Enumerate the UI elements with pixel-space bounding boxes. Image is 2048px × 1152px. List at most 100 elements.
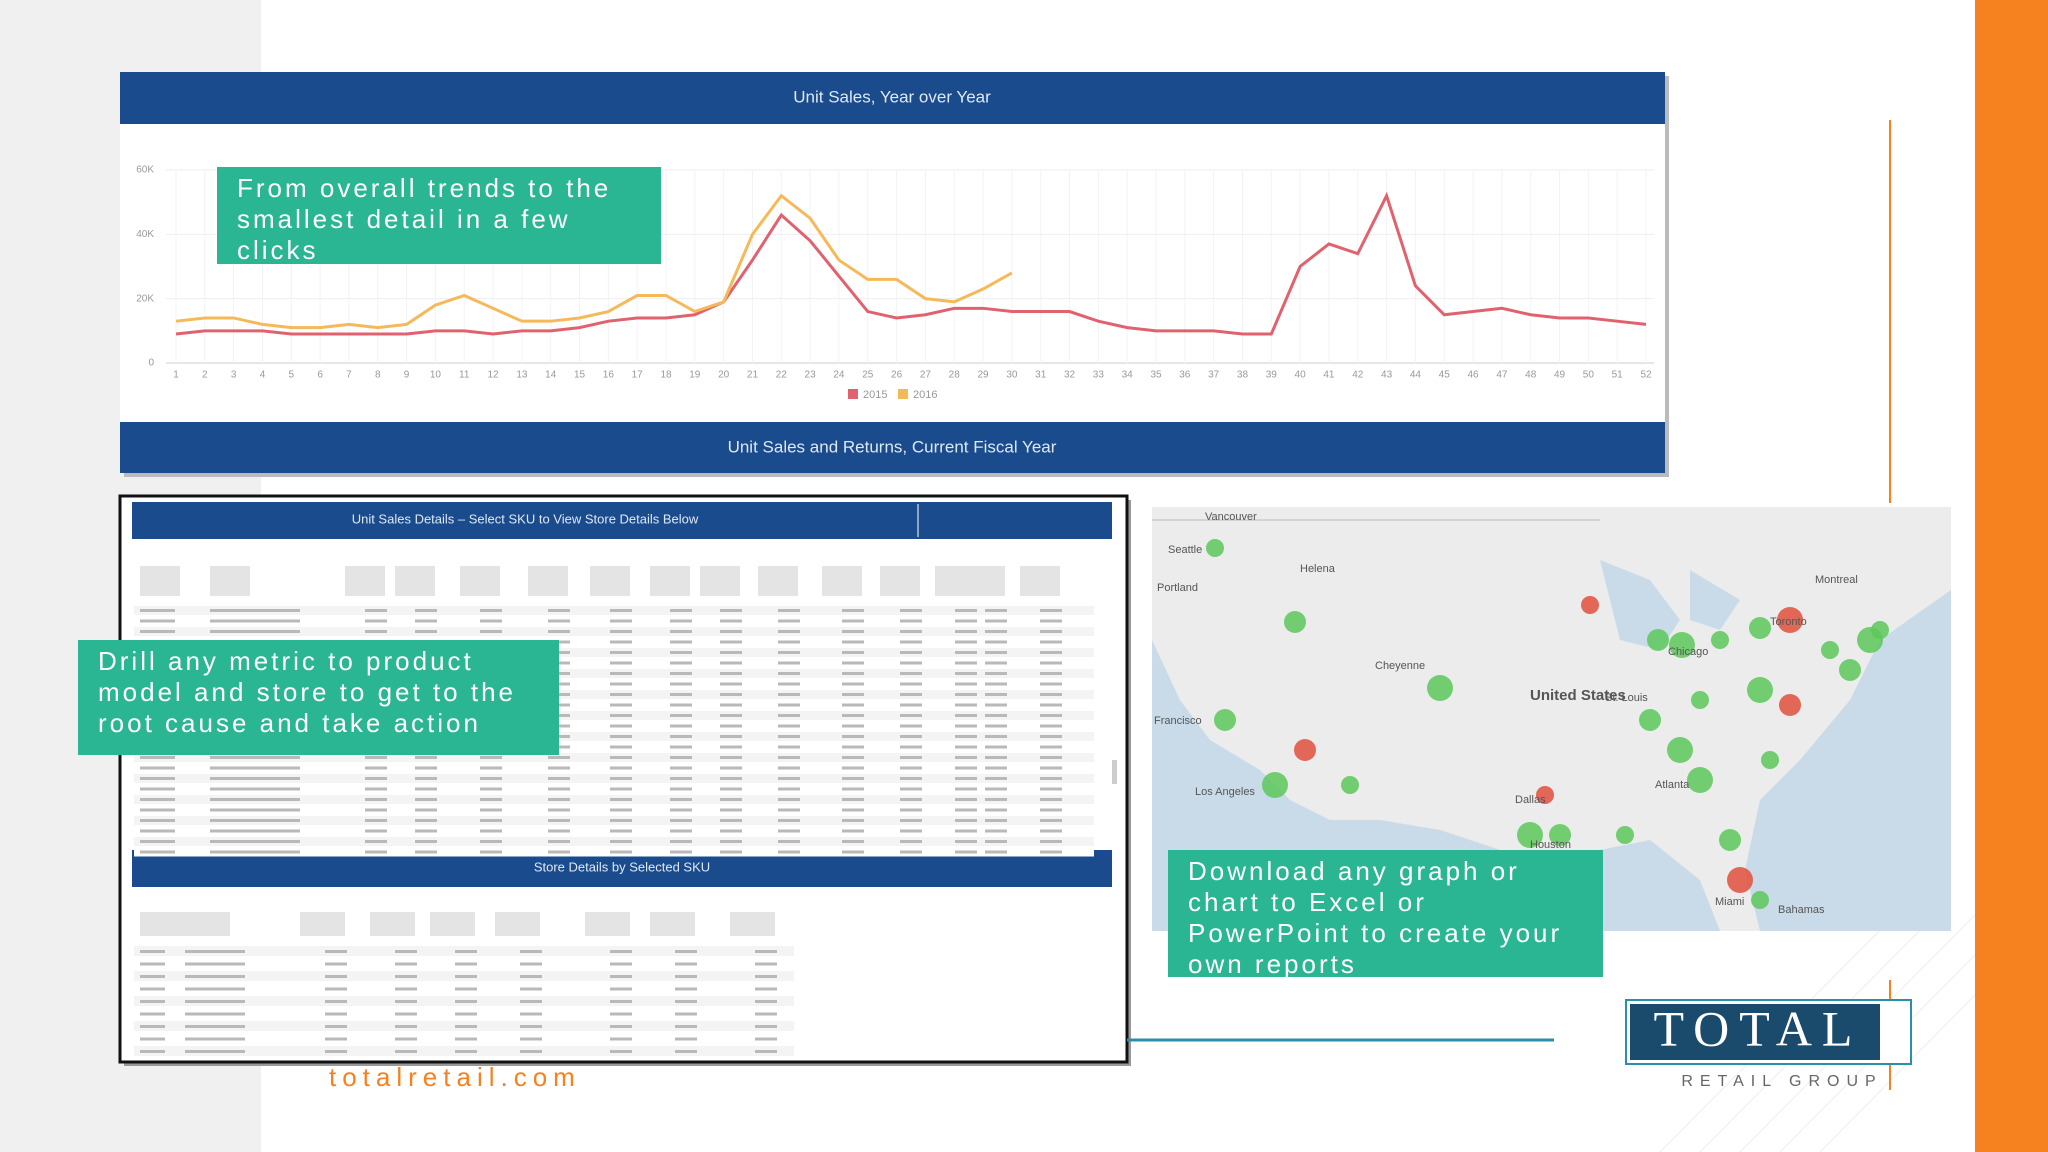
x-tick-label: 49 (1554, 370, 1566, 381)
table-cell (140, 850, 175, 854)
table-cell (1040, 735, 1062, 738)
x-tick-label: 16 (603, 370, 615, 381)
table-cell (140, 987, 165, 991)
table-cell (455, 1012, 477, 1016)
table-cell (985, 735, 1007, 738)
table-header-cell (1020, 566, 1060, 596)
table-cell (842, 672, 864, 675)
store-dot (1691, 691, 1709, 709)
table-cell (670, 651, 692, 654)
table-cell (720, 693, 742, 696)
table-header-cell (585, 912, 630, 936)
table-cell (670, 808, 692, 812)
table-cell (548, 651, 570, 654)
table-cell (415, 766, 437, 770)
x-tick-label: 35 (1150, 370, 1162, 381)
table-cell (325, 950, 347, 953)
table-cell (415, 808, 437, 812)
store-dot (1751, 891, 1769, 909)
table-cell (842, 840, 864, 843)
table-cell (140, 829, 175, 833)
store-dot (1639, 709, 1661, 731)
table-cell (210, 787, 300, 791)
x-tick-label: 13 (516, 370, 528, 381)
table-cell (720, 640, 742, 644)
table-cell (325, 987, 347, 991)
table-cell (985, 808, 1007, 812)
table-cell (900, 777, 922, 780)
table-cell (985, 609, 1007, 612)
table-cell (675, 987, 697, 991)
table-cell (955, 640, 977, 644)
table-header-cell (730, 912, 775, 936)
x-tick-label: 1 (173, 370, 179, 381)
table-cell (610, 798, 632, 801)
table-cell (985, 756, 1007, 759)
table-cell (1040, 640, 1062, 644)
table-cell (675, 1000, 697, 1003)
x-tick-label: 30 (1006, 370, 1018, 381)
table-cell (670, 850, 692, 854)
table-cell (185, 1037, 245, 1041)
table-cell (610, 651, 632, 654)
table-cell (670, 777, 692, 780)
table-cell (1040, 745, 1062, 749)
table-cell (185, 950, 245, 953)
x-tick-label: 26 (891, 370, 903, 381)
table-cell (395, 987, 417, 991)
store-dot (1749, 617, 1771, 639)
table-cell (480, 766, 502, 770)
table-cell (610, 1012, 632, 1016)
table-cell (185, 1025, 245, 1028)
table-cell (955, 829, 977, 833)
table-cell (610, 819, 632, 822)
table-cell (778, 672, 800, 675)
table-cell (675, 1025, 697, 1028)
table-cell (755, 962, 777, 966)
table-header-cell (210, 566, 250, 596)
table-cell (778, 745, 800, 749)
table-cell (1040, 819, 1062, 822)
table-cell (1040, 703, 1062, 707)
table-cell (720, 798, 742, 801)
table-cell (610, 724, 632, 728)
x-tick-label: 45 (1439, 370, 1451, 381)
map-label: Francisco (1154, 715, 1202, 727)
table-cell (842, 703, 864, 707)
table-header-cell (395, 566, 435, 596)
table-cell (778, 766, 800, 770)
table-cell (842, 630, 864, 633)
x-tick-label: 47 (1496, 370, 1508, 381)
table-cell (185, 975, 245, 978)
table-cell (140, 766, 175, 770)
x-tick-label: 25 (862, 370, 874, 381)
table-cell (480, 808, 502, 812)
store-dot (1667, 737, 1693, 763)
table-cell (455, 962, 477, 966)
table-cell (900, 829, 922, 833)
table-cell (778, 756, 800, 759)
table-header-cell (590, 566, 630, 596)
table-cell (900, 798, 922, 801)
table-header-cell (185, 912, 230, 936)
x-tick-label: 27 (920, 370, 932, 381)
table-cell (548, 682, 570, 686)
table-cell (548, 714, 570, 717)
table-cell (1040, 756, 1062, 759)
x-tick-label: 40 (1295, 370, 1307, 381)
table-cell (520, 1025, 542, 1028)
table-cell (480, 777, 502, 780)
table-cell (140, 1012, 165, 1016)
table-cell (955, 798, 977, 801)
table-cell (325, 1037, 347, 1041)
table-cell (610, 1050, 632, 1053)
table-header-cell (140, 912, 185, 936)
table-cell (480, 798, 502, 801)
table-cell (985, 850, 1007, 854)
table-cell (395, 1025, 417, 1028)
table-cell (455, 1000, 477, 1003)
table-cell (548, 840, 570, 843)
table-cell (610, 1025, 632, 1028)
table-cell (365, 819, 387, 822)
